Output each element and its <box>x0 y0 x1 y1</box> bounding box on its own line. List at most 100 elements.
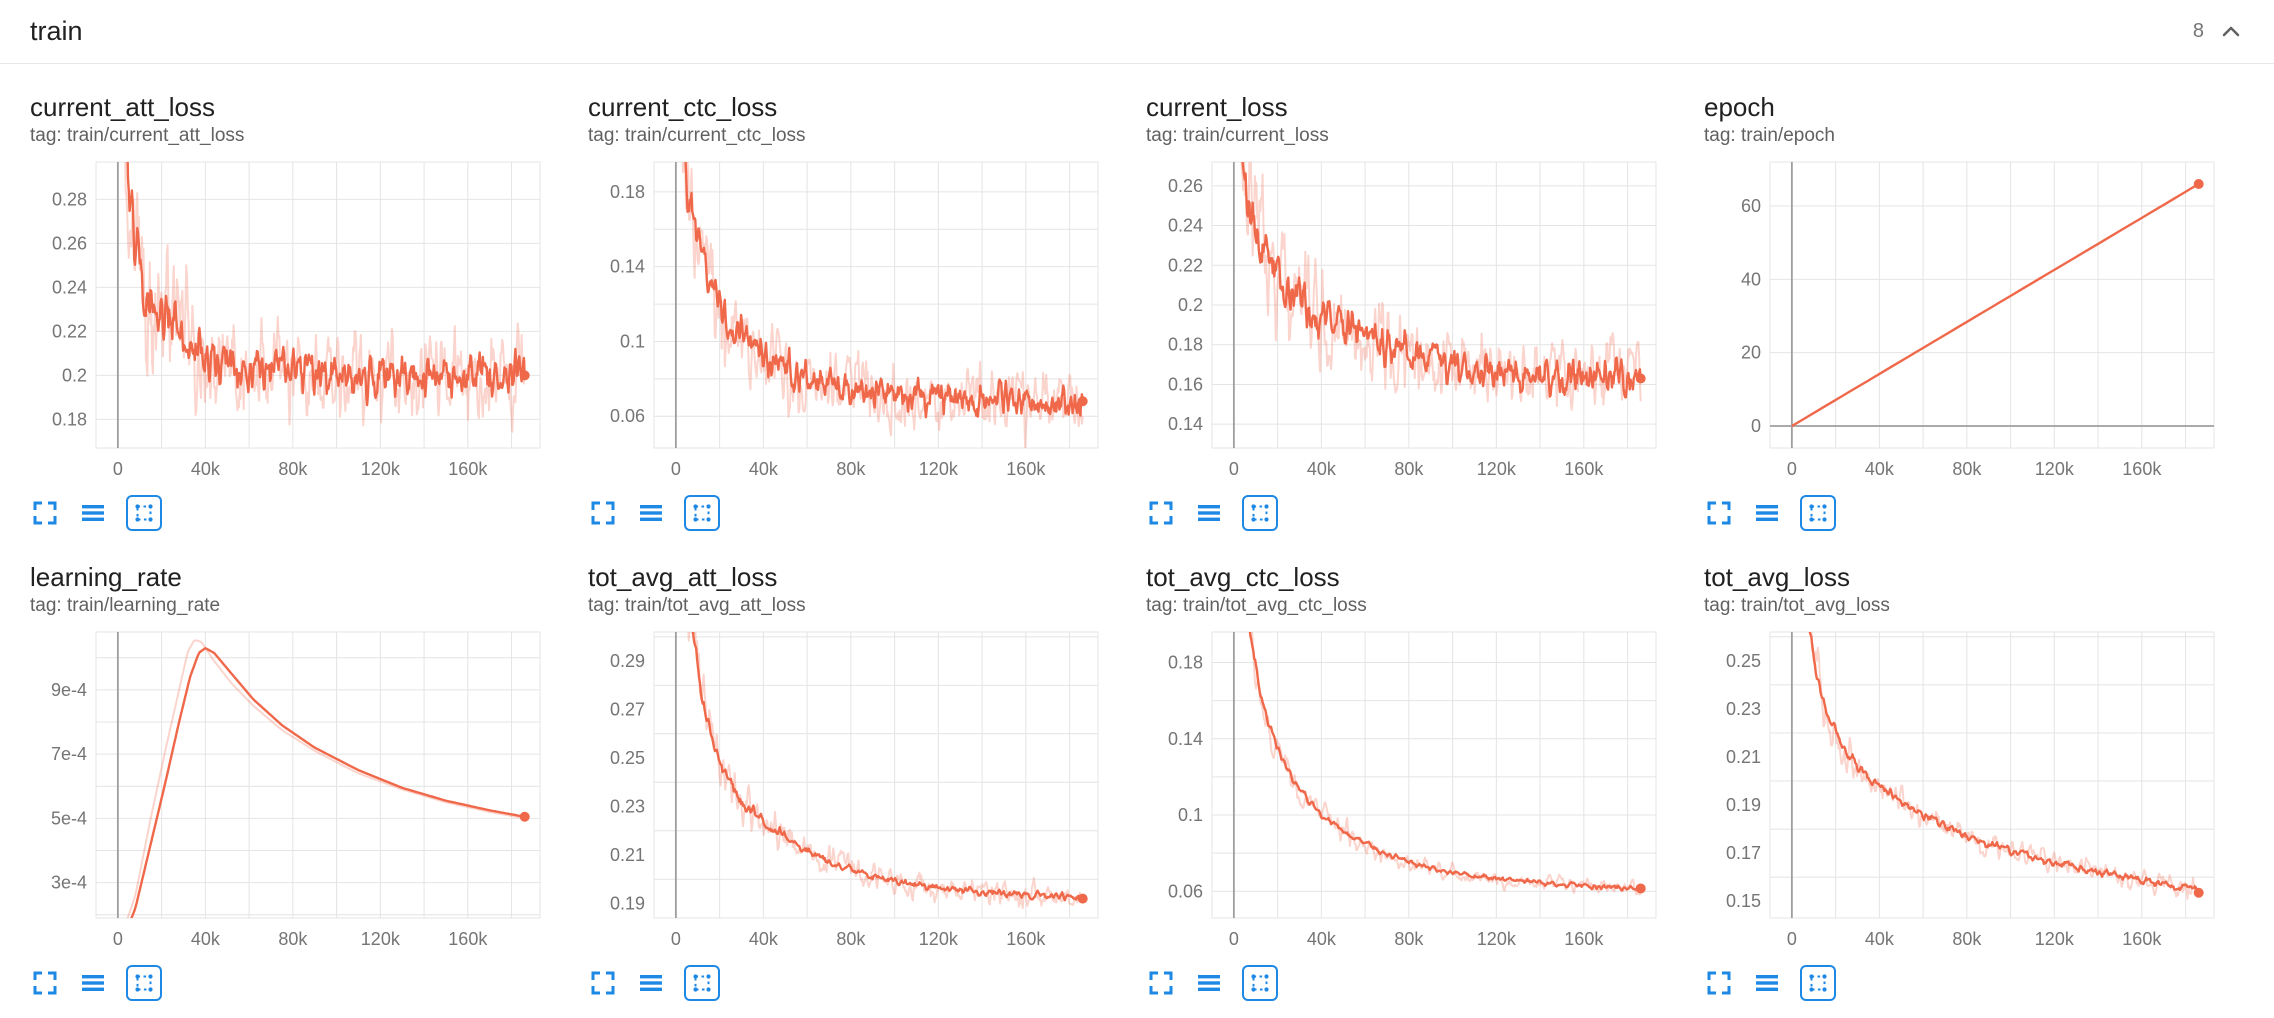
svg-text:0.23: 0.23 <box>1726 699 1761 719</box>
fit-domain-icon[interactable] <box>684 965 720 1001</box>
svg-text:0: 0 <box>671 929 681 949</box>
svg-text:0.23: 0.23 <box>610 797 645 817</box>
svg-text:160k: 160k <box>1006 459 1046 479</box>
data-table-icon[interactable] <box>78 968 108 998</box>
svg-text:40k: 40k <box>1307 459 1337 479</box>
svg-text:0: 0 <box>1229 459 1239 479</box>
data-table-icon[interactable] <box>1194 968 1224 998</box>
svg-text:5e-4: 5e-4 <box>51 808 87 828</box>
fit-domain-icon[interactable] <box>126 965 162 1001</box>
chart-card: tot_avg_att_loss tag: train/tot_avg_att_… <box>588 562 1126 1006</box>
svg-text:120k: 120k <box>2035 459 2075 479</box>
chart-toolbar <box>1146 490 1684 536</box>
fit-domain-icon[interactable] <box>1242 965 1278 1001</box>
fit-domain-icon[interactable] <box>1800 965 1836 1001</box>
chart-toolbar <box>30 960 568 1006</box>
chart-tag: tag: train/current_loss <box>1146 125 1329 146</box>
svg-text:0.19: 0.19 <box>1726 795 1761 815</box>
svg-text:120k: 120k <box>361 459 401 479</box>
fullscreen-icon[interactable] <box>30 498 60 528</box>
svg-text:0: 0 <box>1229 929 1239 949</box>
fit-domain-icon[interactable] <box>684 495 720 531</box>
svg-text:0.18: 0.18 <box>610 182 645 202</box>
chart-title: learning_rate <box>30 562 182 592</box>
svg-text:160k: 160k <box>1564 929 1604 949</box>
fit-domain-icon[interactable] <box>1800 495 1836 531</box>
data-table-icon[interactable] <box>78 498 108 528</box>
chart-card: tot_avg_ctc_loss tag: train/tot_avg_ctc_… <box>1146 562 1684 1006</box>
line-chart[interactable]: 0 40k 80k 120k 160k 0.19 0.21 0.23 0.25 0.27 0.29 <box>588 626 1110 956</box>
data-table-icon[interactable] <box>636 498 666 528</box>
data-table-icon[interactable] <box>636 968 666 998</box>
line-chart[interactable]: 0 40k 80k 120k 160k 0.06 0.1 0.14 0.18 <box>588 156 1110 486</box>
svg-text:120k: 120k <box>361 929 401 949</box>
svg-text:0.24: 0.24 <box>52 277 87 297</box>
fit-domain-icon[interactable] <box>126 495 162 531</box>
svg-text:0.21: 0.21 <box>1726 747 1761 767</box>
chart-title: current_loss <box>1146 92 1288 122</box>
line-chart[interactable]: 0 40k 80k 120k 160k 0.15 0.17 0.19 0.21 0.23 0.25 <box>1704 626 2226 956</box>
svg-text:0.26: 0.26 <box>52 233 87 253</box>
chart-card: current_att_loss tag: train/current_att_… <box>30 92 568 536</box>
chart-grid: current_att_loss tag: train/current_att_… <box>0 64 2274 1006</box>
data-table-icon[interactable] <box>1194 498 1224 528</box>
chart-toolbar <box>1146 960 1684 1006</box>
svg-text:0: 0 <box>113 929 123 949</box>
fullscreen-icon[interactable] <box>1704 968 1734 998</box>
svg-text:0.27: 0.27 <box>610 700 645 720</box>
svg-text:0: 0 <box>1751 416 1761 436</box>
collapse-section-button[interactable] <box>2218 19 2244 45</box>
svg-text:40k: 40k <box>191 459 221 479</box>
chevron-up-icon <box>2222 26 2240 36</box>
fit-domain-icon[interactable] <box>1242 495 1278 531</box>
line-chart[interactable]: 0 40k 80k 120k 160k 0.14 0.16 0.18 0.2 0.22 0.24 0.… <box>1146 156 1668 486</box>
data-table-icon[interactable] <box>1752 968 1782 998</box>
svg-text:120k: 120k <box>2035 929 2075 949</box>
svg-text:20: 20 <box>1741 343 1761 363</box>
svg-text:0.26: 0.26 <box>1168 176 1203 196</box>
svg-text:0: 0 <box>671 459 681 479</box>
chart-title: tot_avg_ctc_loss <box>1146 562 1340 592</box>
fullscreen-icon[interactable] <box>588 498 618 528</box>
section-header[interactable]: train 8 <box>0 0 2274 64</box>
chart-toolbar <box>1704 490 2242 536</box>
svg-text:0.25: 0.25 <box>610 748 645 768</box>
svg-text:160k: 160k <box>448 459 488 479</box>
line-chart[interactable]: 0 40k 80k 120k 160k 0 20 40 60 <box>1704 156 2226 486</box>
chart-toolbar <box>588 960 1126 1006</box>
fullscreen-icon[interactable] <box>1146 498 1176 528</box>
chart-count: 8 <box>2192 20 2204 42</box>
svg-text:80k: 80k <box>836 929 866 949</box>
svg-text:60: 60 <box>1741 196 1761 216</box>
svg-text:160k: 160k <box>2122 459 2162 479</box>
chart-tag: tag: train/current_ctc_loss <box>588 125 806 146</box>
svg-text:0.25: 0.25 <box>1726 651 1761 671</box>
svg-text:0.1: 0.1 <box>620 331 645 351</box>
fullscreen-icon[interactable] <box>1146 968 1176 998</box>
fullscreen-icon[interactable] <box>588 968 618 998</box>
fullscreen-icon[interactable] <box>1704 498 1734 528</box>
svg-text:0.2: 0.2 <box>1178 295 1203 315</box>
svg-text:40k: 40k <box>191 929 221 949</box>
svg-text:0: 0 <box>1787 929 1797 949</box>
chart-title: tot_avg_att_loss <box>588 562 778 592</box>
svg-text:7e-4: 7e-4 <box>51 744 87 764</box>
data-table-icon[interactable] <box>1752 498 1782 528</box>
svg-text:160k: 160k <box>448 929 488 949</box>
svg-text:120k: 120k <box>919 459 959 479</box>
svg-text:40k: 40k <box>1307 929 1337 949</box>
svg-text:0.24: 0.24 <box>1168 216 1203 236</box>
fullscreen-icon[interactable] <box>30 968 60 998</box>
svg-text:160k: 160k <box>1006 929 1046 949</box>
svg-text:80k: 80k <box>278 929 308 949</box>
line-chart[interactable]: 0 40k 80k 120k 160k 3e-4 5e-4 7e-4 9e-4 <box>30 626 552 956</box>
svg-text:40k: 40k <box>1865 929 1895 949</box>
svg-text:40: 40 <box>1741 269 1761 289</box>
svg-text:80k: 80k <box>1952 929 1982 949</box>
chart-card: current_loss tag: train/current_loss 0 40… <box>1146 92 1684 536</box>
svg-text:0.2: 0.2 <box>62 365 87 385</box>
chart-toolbar <box>1704 960 2242 1006</box>
line-chart[interactable]: 0 40k 80k 120k 160k 0.18 0.2 0.22 0.24 0.26 0.28 <box>30 156 552 486</box>
svg-text:160k: 160k <box>2122 929 2162 949</box>
line-chart[interactable]: 0 40k 80k 120k 160k 0.06 0.1 0.14 0.18 <box>1146 626 1668 956</box>
